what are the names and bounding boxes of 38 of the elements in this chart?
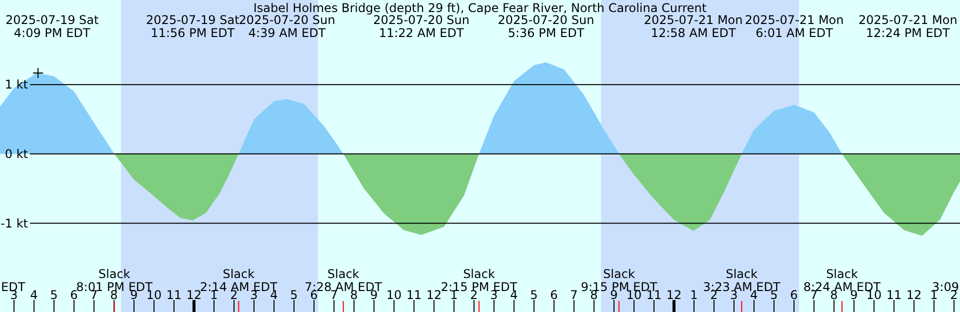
x-tick-label: 12 xyxy=(186,288,202,302)
x-tick-label: 4 xyxy=(510,288,518,302)
y-tick-label: -1 kt xyxy=(0,216,28,230)
x-tick-label: 6 xyxy=(550,288,558,302)
x-tick-label: 8 xyxy=(350,288,358,302)
x-tick-label: 10 xyxy=(386,288,402,302)
annotation: 2025-07-20 Sun 11:22 AM EDT xyxy=(373,13,470,40)
annotation: 2025-07-20 Sun 4:39 AM EDT xyxy=(238,13,336,40)
annotation: 2025-07-21 Mon 12:24 PM EDT xyxy=(858,13,958,40)
x-tick-label: 5 xyxy=(530,288,538,302)
x-tick-label: 12 xyxy=(426,288,442,302)
chart-title: Isabel Holmes Bridge (depth 29 ft), Cape Fear River, North Carolina Current xyxy=(253,1,707,15)
x-tick-label: 5 xyxy=(50,288,58,302)
x-tick-label: 9 xyxy=(850,288,858,302)
annotation: 2025-07-21 Mon 12:58 AM EDT xyxy=(644,13,743,40)
x-tick-label: 7 xyxy=(570,288,578,302)
x-tick-label: 11 xyxy=(406,288,422,302)
annotation: 2025-07-19 Sat 4:09 PM EDT xyxy=(5,13,100,40)
x-tick-label: 10 xyxy=(146,288,162,302)
annotation: 2025-07-20 Sun 5:36 PM EDT xyxy=(498,13,594,40)
x-tick-label: 5 xyxy=(290,288,298,302)
x-tick-label: 4 xyxy=(750,288,758,302)
annotation: 2025-07-21 Mon 6:01 AM EDT xyxy=(744,13,844,40)
x-tick-label: 12 xyxy=(906,288,922,302)
x-tick-label: 6 xyxy=(790,288,798,302)
x-tick-label: 6 xyxy=(310,288,318,302)
x-tick-label: 6 xyxy=(70,288,78,302)
x-tick-label: 4 xyxy=(270,288,278,302)
annotation: 2025-07-19 Sat 11:56 PM EDT xyxy=(146,13,240,40)
y-tick-label: 0 kt xyxy=(4,146,28,161)
y-tick-label: 1 kt xyxy=(4,78,28,92)
x-tick-label: 2 xyxy=(470,288,478,302)
x-tick-label: 4 xyxy=(30,288,38,302)
x-tick-label: 1 xyxy=(930,288,938,302)
x-tick-label: 11 xyxy=(886,288,902,302)
x-tick-label: 12 xyxy=(666,288,682,302)
x-tick-label: 11 xyxy=(166,288,182,302)
x-tick-label: 1 xyxy=(690,288,698,302)
